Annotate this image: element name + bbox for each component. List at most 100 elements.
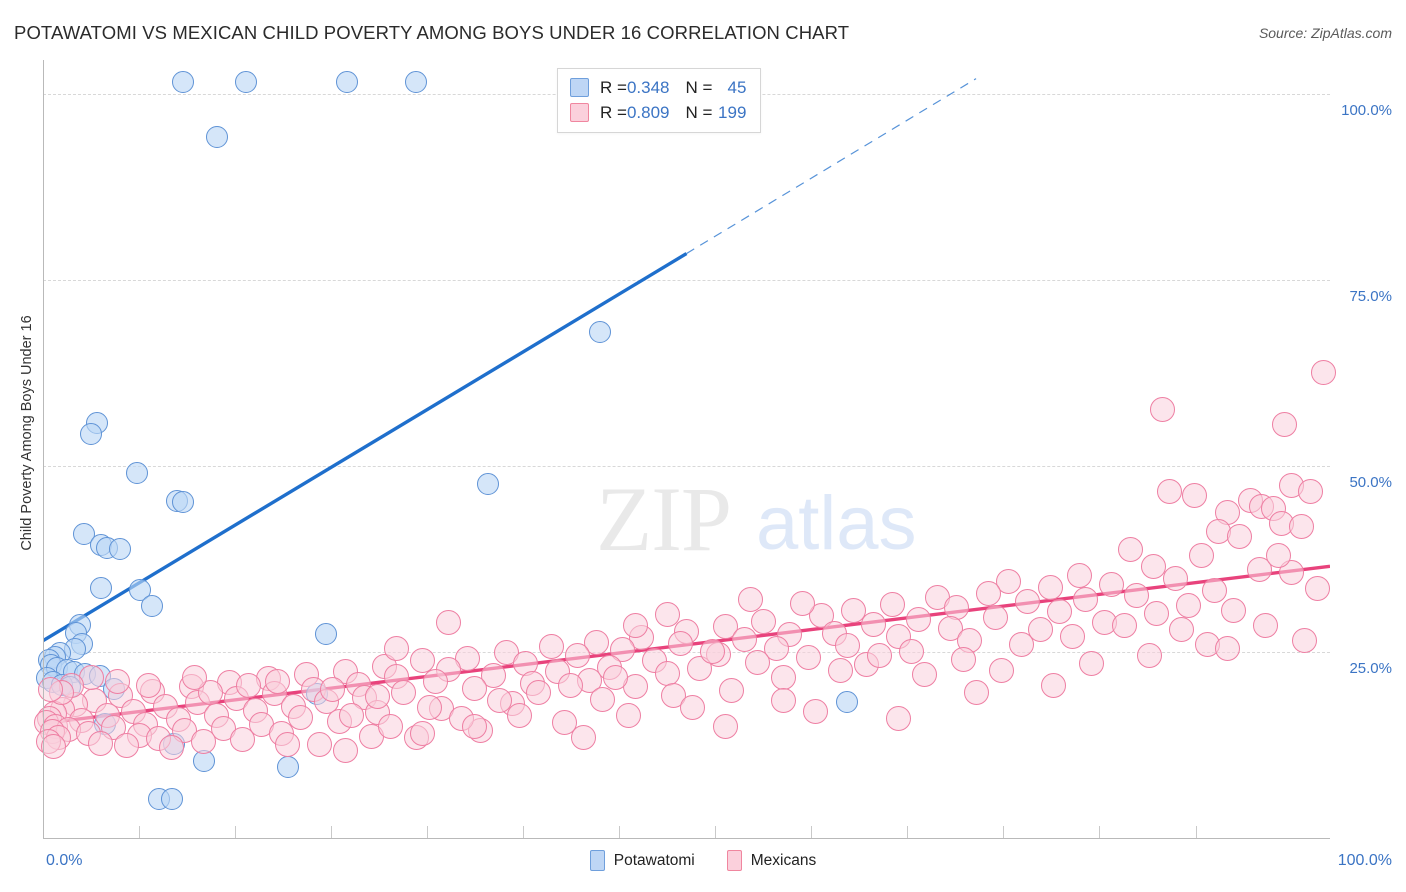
data-point xyxy=(603,665,629,691)
data-point xyxy=(191,729,217,755)
x-axis-label-min: 0.0% xyxy=(46,852,83,869)
x-axis-line xyxy=(43,838,1330,839)
data-point xyxy=(236,672,262,698)
data-point xyxy=(982,605,1008,631)
data-point xyxy=(410,721,436,747)
data-point xyxy=(590,687,616,713)
data-point xyxy=(841,597,867,623)
legend-item-potawatomi[interactable]: Potawatomi xyxy=(589,850,695,871)
x-axis-tick xyxy=(1099,826,1101,838)
y-axis-line xyxy=(43,60,44,838)
data-point xyxy=(963,680,989,706)
data-point xyxy=(89,576,112,599)
legend-n-value-potawatomi: 45 xyxy=(727,77,747,97)
data-point xyxy=(416,695,442,721)
data-point xyxy=(109,538,132,561)
y-axis-tick-label: 50.0% xyxy=(1349,473,1392,491)
data-point xyxy=(886,706,912,732)
legend-item-mexicans[interactable]: Mexicans xyxy=(726,850,816,871)
data-point xyxy=(1008,631,1034,657)
data-point xyxy=(1137,643,1163,669)
data-point xyxy=(128,579,151,602)
data-point xyxy=(1311,360,1337,386)
data-point xyxy=(105,669,131,695)
data-point xyxy=(989,657,1015,683)
data-point xyxy=(1047,599,1073,625)
x-axis-tick xyxy=(1195,826,1197,838)
data-point xyxy=(899,638,925,664)
data-point xyxy=(1304,576,1330,602)
x-axis-tick xyxy=(715,826,717,838)
data-point xyxy=(423,669,449,695)
data-point xyxy=(1278,560,1304,586)
data-point xyxy=(1124,582,1150,608)
x-axis-tick xyxy=(235,826,237,838)
data-point xyxy=(1163,566,1189,592)
x-axis-label-max: 100.0% xyxy=(1337,852,1392,869)
data-point xyxy=(667,631,693,657)
data-point xyxy=(558,672,584,698)
data-point xyxy=(1175,593,1201,619)
data-point xyxy=(141,594,164,617)
data-point xyxy=(867,643,893,669)
data-point xyxy=(390,680,416,706)
data-point xyxy=(1150,397,1176,423)
correlation-legend: R = 0.348 N = 45 R = 0.809 N = 199 xyxy=(557,68,762,133)
data-point xyxy=(1015,589,1041,615)
data-point xyxy=(1272,412,1298,438)
legend-row-potawatomi: R = 0.348 N = 45 xyxy=(570,75,746,100)
legend-n-label-potawatomi: N = xyxy=(685,77,713,97)
x-axis-tick xyxy=(331,826,333,838)
data-point xyxy=(1079,650,1105,676)
data-point xyxy=(307,731,333,757)
x-axis-tick xyxy=(139,826,141,838)
data-point xyxy=(1169,617,1195,643)
data-point xyxy=(1038,575,1064,601)
data-point xyxy=(172,71,195,94)
data-point xyxy=(622,613,648,639)
data-point xyxy=(365,684,391,710)
data-point xyxy=(182,665,208,691)
data-point xyxy=(912,661,938,687)
data-point xyxy=(205,125,228,148)
plot-area: ZIP atlas xyxy=(34,60,1337,838)
data-point xyxy=(461,675,487,701)
data-point xyxy=(525,680,551,706)
data-point xyxy=(1143,601,1169,627)
data-point xyxy=(405,71,428,94)
data-point xyxy=(506,702,532,728)
data-point xyxy=(828,657,854,683)
data-point xyxy=(680,695,706,721)
data-point xyxy=(1291,628,1317,654)
data-point xyxy=(335,71,358,94)
data-point xyxy=(287,704,313,730)
data-point xyxy=(1214,635,1240,661)
data-point xyxy=(114,733,140,759)
data-point xyxy=(654,660,680,686)
source-attribution: Source: ZipAtlas.com xyxy=(1258,25,1392,41)
data-point xyxy=(461,713,487,739)
data-point xyxy=(435,609,461,635)
data-point xyxy=(275,732,301,758)
data-point xyxy=(1266,542,1292,568)
legend-n-value-mexicans: 199 xyxy=(718,102,747,122)
x-axis-tick xyxy=(1003,826,1005,838)
series-legend: Potawatomi Mexicans xyxy=(0,850,1406,871)
x-axis-tick xyxy=(619,826,621,838)
data-point xyxy=(770,665,796,691)
data-point xyxy=(410,648,436,674)
data-point xyxy=(1220,598,1246,624)
data-point xyxy=(789,590,815,616)
data-point xyxy=(712,614,738,640)
data-point xyxy=(836,690,859,713)
data-point xyxy=(802,698,828,724)
data-point xyxy=(731,626,757,652)
data-point xyxy=(79,422,102,445)
data-point xyxy=(834,632,860,658)
data-point xyxy=(339,702,365,728)
data-point xyxy=(1182,483,1208,509)
legend-n-label-mexicans: N = xyxy=(685,102,713,122)
data-point xyxy=(699,639,725,665)
data-point xyxy=(879,591,905,617)
